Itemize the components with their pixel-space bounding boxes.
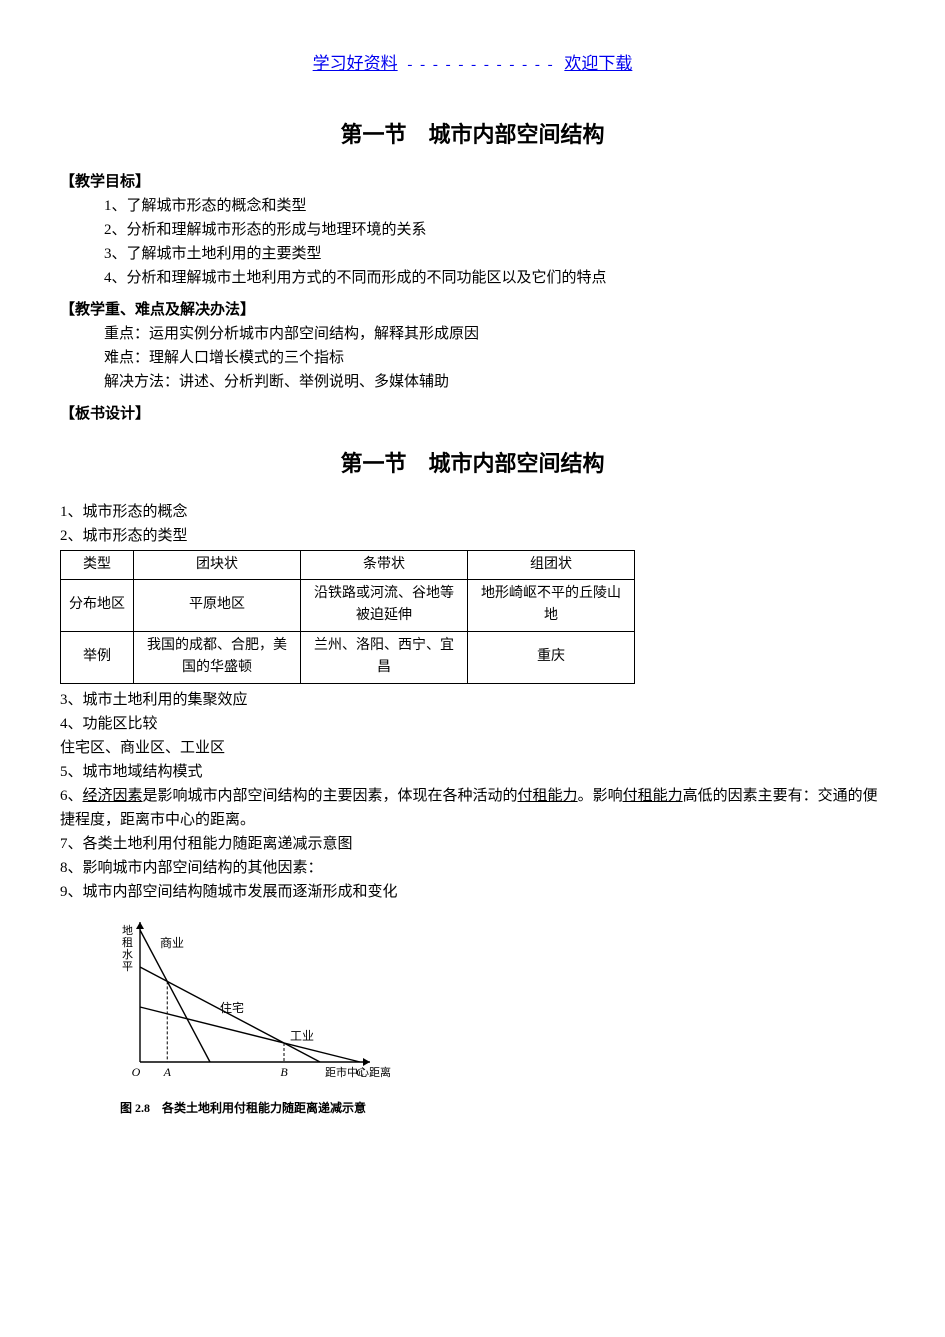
page-header: 学习好资料 - - - - - - - - - - - - 欢迎下载 xyxy=(60,50,885,77)
title-main: 第一节 城市内部空间结构 xyxy=(60,117,885,152)
goal-3: 3、了解城市土地利用的主要类型 xyxy=(60,242,885,266)
svg-text:住宅: 住宅 xyxy=(220,1000,244,1015)
focus-3: 解决方法：讲述、分析判断、举例说明、多媒体辅助 xyxy=(60,370,885,394)
td-r1-b: 沿铁路或河流、谷地等被迫延伸 xyxy=(301,579,468,631)
svg-text:水: 水 xyxy=(122,948,133,961)
heading-goals: 【教学目标】 xyxy=(60,170,885,194)
heading-board: 【板书设计】 xyxy=(60,402,885,426)
point-1: 1、城市形态的概念 xyxy=(60,500,885,524)
morphology-table: 类型 团块状 条带状 组团状 分布地区 平原地区 沿铁路或河流、谷地等被迫延伸 … xyxy=(60,550,635,684)
point-4b: 住宅区、商业区、工业区 xyxy=(60,736,885,760)
link-resources[interactable]: 学习好资料 xyxy=(313,54,398,73)
header-dots: - - - - - - - - - - - - xyxy=(407,57,554,73)
goal-4: 4、分析和理解城市土地利用方式的不同而形成的不同功能区以及它们的特点 xyxy=(60,266,885,290)
th-a: 团块状 xyxy=(134,550,301,579)
goal-1: 1、了解城市形态的概念和类型 xyxy=(60,194,885,218)
td-r2-b: 兰州、洛阳、西宁、宜昌 xyxy=(301,631,468,683)
svg-text:租: 租 xyxy=(122,936,133,949)
chart-caption: 图 2.8 各类土地利用付租能力随距离递减示意 xyxy=(100,1099,885,1118)
goal-2: 2、分析和理解城市形态的形成与地理环境的关系 xyxy=(60,218,885,242)
point-2: 2、城市形态的类型 xyxy=(60,524,885,548)
point-5: 5、城市地域结构模式 xyxy=(60,760,885,784)
point-9: 9、城市内部空间结构随城市发展而逐渐形成和变化 xyxy=(60,880,885,904)
table-row: 分布地区 平原地区 沿铁路或河流、谷地等被迫延伸 地形崎岖不平的丘陵山地 xyxy=(61,579,635,631)
p6-u2: 付租能力 xyxy=(518,788,578,804)
table-row: 类型 团块状 条带状 组团状 xyxy=(61,550,635,579)
title-sub: 第一节 城市内部空间结构 xyxy=(60,446,885,481)
point-3: 3、城市土地利用的集聚效应 xyxy=(60,688,885,712)
svg-text:O: O xyxy=(132,1065,141,1079)
point-8: 8、影响城市内部空间结构的其他因素： xyxy=(60,856,885,880)
td-r1-a: 平原地区 xyxy=(134,579,301,631)
p6-u1: 经济因素 xyxy=(83,788,143,804)
link-download[interactable]: 欢迎下载 xyxy=(564,54,632,73)
svg-text:商业: 商业 xyxy=(160,935,184,950)
heading-focus: 【教学重、难点及解决办法】 xyxy=(60,298,885,322)
th-b: 条带状 xyxy=(301,550,468,579)
td-r2-label: 举例 xyxy=(61,631,134,683)
svg-text:地: 地 xyxy=(122,924,133,937)
td-r2-c: 重庆 xyxy=(468,631,635,683)
td-r1-c: 地形崎岖不平的丘陵山地 xyxy=(468,579,635,631)
svg-text:平: 平 xyxy=(122,961,133,973)
focus-2: 难点：理解人口增长模式的三个指标 xyxy=(60,346,885,370)
p6-u3: 付租能力 xyxy=(623,788,683,804)
svg-text:C: C xyxy=(356,1065,365,1079)
focus-1: 重点：运用实例分析城市内部空间结构，解释其形成原因 xyxy=(60,322,885,346)
chart-svg: 地租水平距市中心距离商业住宅工业OABC xyxy=(100,912,400,1087)
point-7: 7、各类土地利用付租能力随距离递减示意图 xyxy=(60,832,885,856)
p6a: 6、 xyxy=(60,788,83,804)
svg-text:B: B xyxy=(280,1065,288,1079)
svg-text:A: A xyxy=(163,1065,172,1079)
th-c: 组团状 xyxy=(468,550,635,579)
td-r2-a: 我国的成都、合肥，美国的华盛顿 xyxy=(134,631,301,683)
point-6: 6、经济因素是影响城市内部空间结构的主要因素，体现在各种活动的付租能力。影响付租… xyxy=(60,784,885,832)
th-type: 类型 xyxy=(61,550,134,579)
svg-text:工业: 工业 xyxy=(290,1029,314,1043)
td-r1-label: 分布地区 xyxy=(61,579,134,631)
p6c: 。影响 xyxy=(578,788,623,804)
table-row: 举例 我国的成都、合肥，美国的华盛顿 兰州、洛阳、西宁、宜昌 重庆 xyxy=(61,631,635,683)
p6b: 是影响城市内部空间结构的主要因素，体现在各种活动的 xyxy=(143,788,518,804)
rent-chart: 地租水平距市中心距离商业住宅工业OABC 图 2.8 各类土地利用付租能力随距离… xyxy=(100,912,885,1118)
point-4: 4、功能区比较 xyxy=(60,712,885,736)
